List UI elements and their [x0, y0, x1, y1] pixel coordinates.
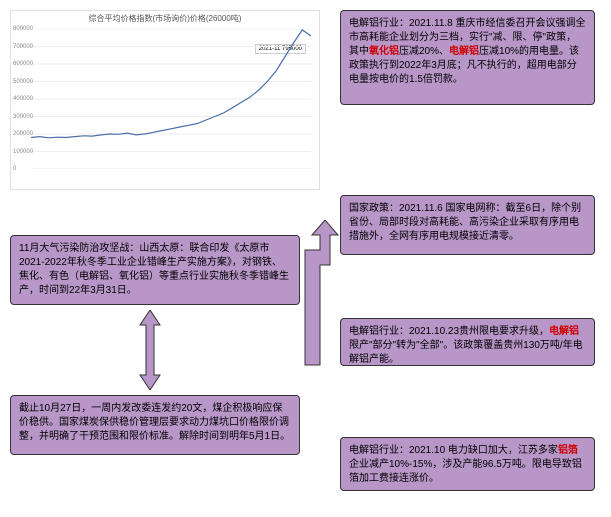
- text-content: 11月大气污染防治攻坚战：山西太原：联合印发《太原市2021-2022年秋冬季工…: [19, 243, 289, 296]
- y-axis-label: 500000: [13, 79, 33, 85]
- y-axis-label: 400000: [13, 96, 33, 102]
- text-segment: 电解铝行业：2021.10.23贵州限电要求升级，: [349, 326, 549, 337]
- y-axis-label: 100000: [13, 149, 33, 155]
- text-content: 国家政策：2021.11.6 国家电网称：截至6日，除个别省份、局部时段对高耗能…: [349, 203, 581, 242]
- y-axis-label: 800000: [13, 26, 33, 32]
- chart-title: 综合平均价格指数(市场询价)价格(26000吨): [11, 13, 319, 24]
- y-axis-label: 0: [13, 166, 16, 172]
- chart-line-svg: [31, 29, 311, 169]
- text-segment: 压减20%、: [399, 46, 449, 57]
- text-segment: 企业减产10%-15%，涉及产能96.5万吨。限电导致铝箔加工费接连涨价。: [349, 459, 582, 484]
- info-box-coal-policy: 截止10月27日，一周内发改委连发约20文，煤企积极响应保价稳供。国家煤炭保供稳…: [10, 395, 300, 455]
- y-axis-label: 700000: [13, 44, 33, 50]
- highlight-aluminum-foil: 铝箔: [558, 445, 578, 456]
- info-box-national-grid: 国家政策：2021.11.6 国家电网称：截至6日，除个别省份、局部时段对高耗能…: [340, 195, 595, 255]
- info-box-jiangsu-foil: 电解铝行业：2021.10 电力缺口加大，江苏多家铝箔企业减产10%-15%，涉…: [340, 437, 595, 491]
- text-content: 截止10月27日，一周内发改委连发约20文，煤企积极响应保价稳供。国家煤炭保供稳…: [19, 403, 290, 442]
- y-axis-label: 600000: [13, 61, 33, 67]
- y-axis-label: 300000: [13, 114, 33, 120]
- arrow-bidirectional-icon: [135, 310, 165, 390]
- highlight-electrolytic-aluminum: 电解铝: [449, 46, 479, 57]
- highlight-electrolytic-aluminum: 电解铝: [549, 326, 579, 337]
- highlight-alumina: 氧化铝: [369, 46, 399, 57]
- info-box-guizhou-policy: 电解铝行业：2021.10.23贵州限电要求升级，电解铝限产"部分"转为"全部"…: [340, 318, 595, 366]
- text-segment: 限产"部分"转为"全部"。该政策覆盖贵州130万吨/年电解铝产能。: [349, 340, 583, 365]
- info-box-taiyuan-policy: 11月大气污染防治攻坚战：山西太原：联合印发《太原市2021-2022年秋冬季工…: [10, 235, 300, 305]
- text-segment: 电解铝行业：2021.10 电力缺口加大，江苏多家: [349, 445, 558, 456]
- info-box-chongqing-policy: 电解铝行业：2021.11.8 重庆市经信委召开会议强调全市高耗能企业划分为三档…: [340, 10, 595, 105]
- arrow-flow-right: [300, 220, 340, 370]
- chart-body: 2021-11 795000 0100000200000300000400000…: [31, 29, 311, 169]
- price-index-chart: 综合平均价格指数(市场询价)价格(26000吨) 2021-11 795000 …: [10, 10, 320, 190]
- y-axis-label: 200000: [13, 131, 33, 137]
